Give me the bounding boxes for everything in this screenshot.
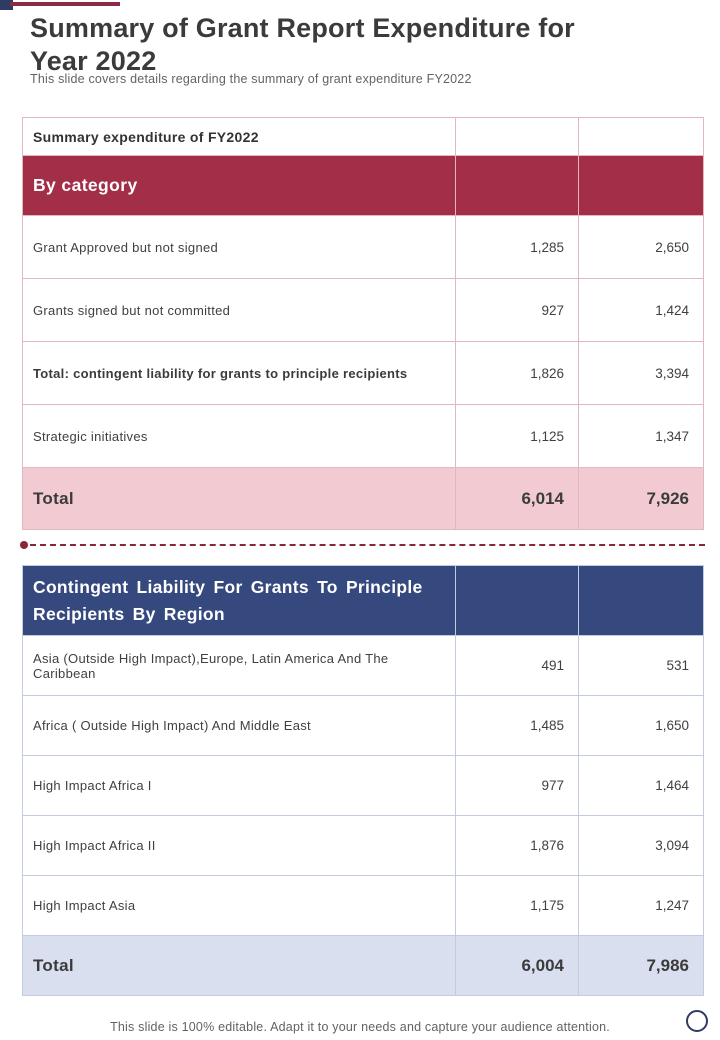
row-label-cell: Strategic initiatives (22, 404, 456, 468)
row-label-cell: Grants signed but not committed (22, 278, 456, 342)
value-cell: 1,464 (578, 755, 704, 816)
table2-header-cell: Contingent Liability For Grants To Princ… (22, 565, 456, 636)
total-label-cell: Total (22, 935, 456, 996)
slide-subtitle: This slide covers details regarding the … (30, 72, 472, 86)
value-cell: 3,394 (578, 341, 704, 405)
total-value-cell: 7,926 (578, 467, 704, 530)
table1-category-header-cell: By category (22, 155, 456, 216)
table-row: Strategic initiatives 1,125 1,347 (22, 404, 704, 468)
corner-accent-square (0, 0, 13, 10)
row-label-cell: High Impact Africa I (22, 755, 456, 816)
table2-header-row: Contingent Liability For Grants To Princ… (22, 565, 704, 636)
page-title: Summary of Grant Report Expenditure for … (30, 13, 575, 76)
value-cell: 1,347 (578, 404, 704, 468)
divider-dashed-line (30, 544, 705, 546)
table-row: Grants signed but not committed 927 1,42… (22, 278, 704, 342)
value-cell: 927 (455, 278, 579, 342)
table-row: High Impact Africa II 1,876 3,094 (22, 815, 704, 876)
row-label-cell: Africa ( Outside High Impact) And Middle… (22, 695, 456, 756)
table-row: Grant Approved but not signed 1,285 2,65… (22, 215, 704, 279)
table-row: High Impact Africa I 977 1,464 (22, 755, 704, 816)
total-value-cell: 7,986 (578, 935, 704, 996)
value-cell: 531 (578, 635, 704, 696)
value-cell: 977 (455, 755, 579, 816)
table2-total-row: Total 6,004 7,986 (22, 935, 704, 996)
row-label-cell: Asia (Outside High Impact),Europe, Latin… (22, 635, 456, 696)
value-cell: 1,285 (455, 215, 579, 279)
row-label-cell: Total: contingent liability for grants t… (22, 341, 456, 405)
table1-total-row: Total 6,014 7,926 (22, 467, 704, 530)
value-cell: 491 (455, 635, 579, 696)
value-cell: 3,094 (578, 815, 704, 876)
liability-by-region-table: Contingent Liability For Grants To Princ… (22, 565, 704, 996)
header-accent-bar (10, 2, 120, 6)
table1-title-cell: Summary expenditure of FY2022 (22, 117, 456, 156)
decorative-circle (686, 1010, 708, 1032)
total-value-cell: 6,004 (455, 935, 579, 996)
table-row-subtotal: Total: contingent liability for grants t… (22, 341, 704, 405)
table-row: Africa ( Outside High Impact) And Middle… (22, 695, 704, 756)
table2-header-empty-col2 (578, 565, 704, 636)
row-label-cell: Grant Approved but not signed (22, 215, 456, 279)
value-cell: 1,485 (455, 695, 579, 756)
table-row: Asia (Outside High Impact),Europe, Latin… (22, 635, 704, 696)
table1-title-row: Summary expenditure of FY2022 (22, 117, 704, 156)
footer-note: This slide is 100% editable. Adapt it to… (110, 1020, 610, 1034)
value-cell: 2,650 (578, 215, 704, 279)
table1-category-header-row: By category (22, 155, 704, 216)
row-label-cell: High Impact Africa II (22, 815, 456, 876)
table-row: High Impact Asia 1,175 1,247 (22, 875, 704, 936)
dashed-divider (20, 541, 705, 549)
value-cell: 1,125 (455, 404, 579, 468)
total-value-cell: 6,014 (455, 467, 579, 530)
value-cell: 1,876 (455, 815, 579, 876)
value-cell: 1,247 (578, 875, 704, 936)
table1-title-empty-col2 (578, 117, 704, 156)
value-cell: 1,175 (455, 875, 579, 936)
expenditure-by-category-table: Summary expenditure of FY2022 By categor… (22, 117, 704, 530)
table1-category-empty-col2 (578, 155, 704, 216)
value-cell: 1,424 (578, 278, 704, 342)
total-label-cell: Total (22, 467, 456, 530)
divider-dot (20, 541, 28, 549)
row-label-cell: High Impact Asia (22, 875, 456, 936)
value-cell: 1,650 (578, 695, 704, 756)
value-cell: 1,826 (455, 341, 579, 405)
table2-header-empty-col1 (455, 565, 579, 636)
table1-category-empty-col1 (455, 155, 579, 216)
table1-title-empty-col1 (455, 117, 579, 156)
